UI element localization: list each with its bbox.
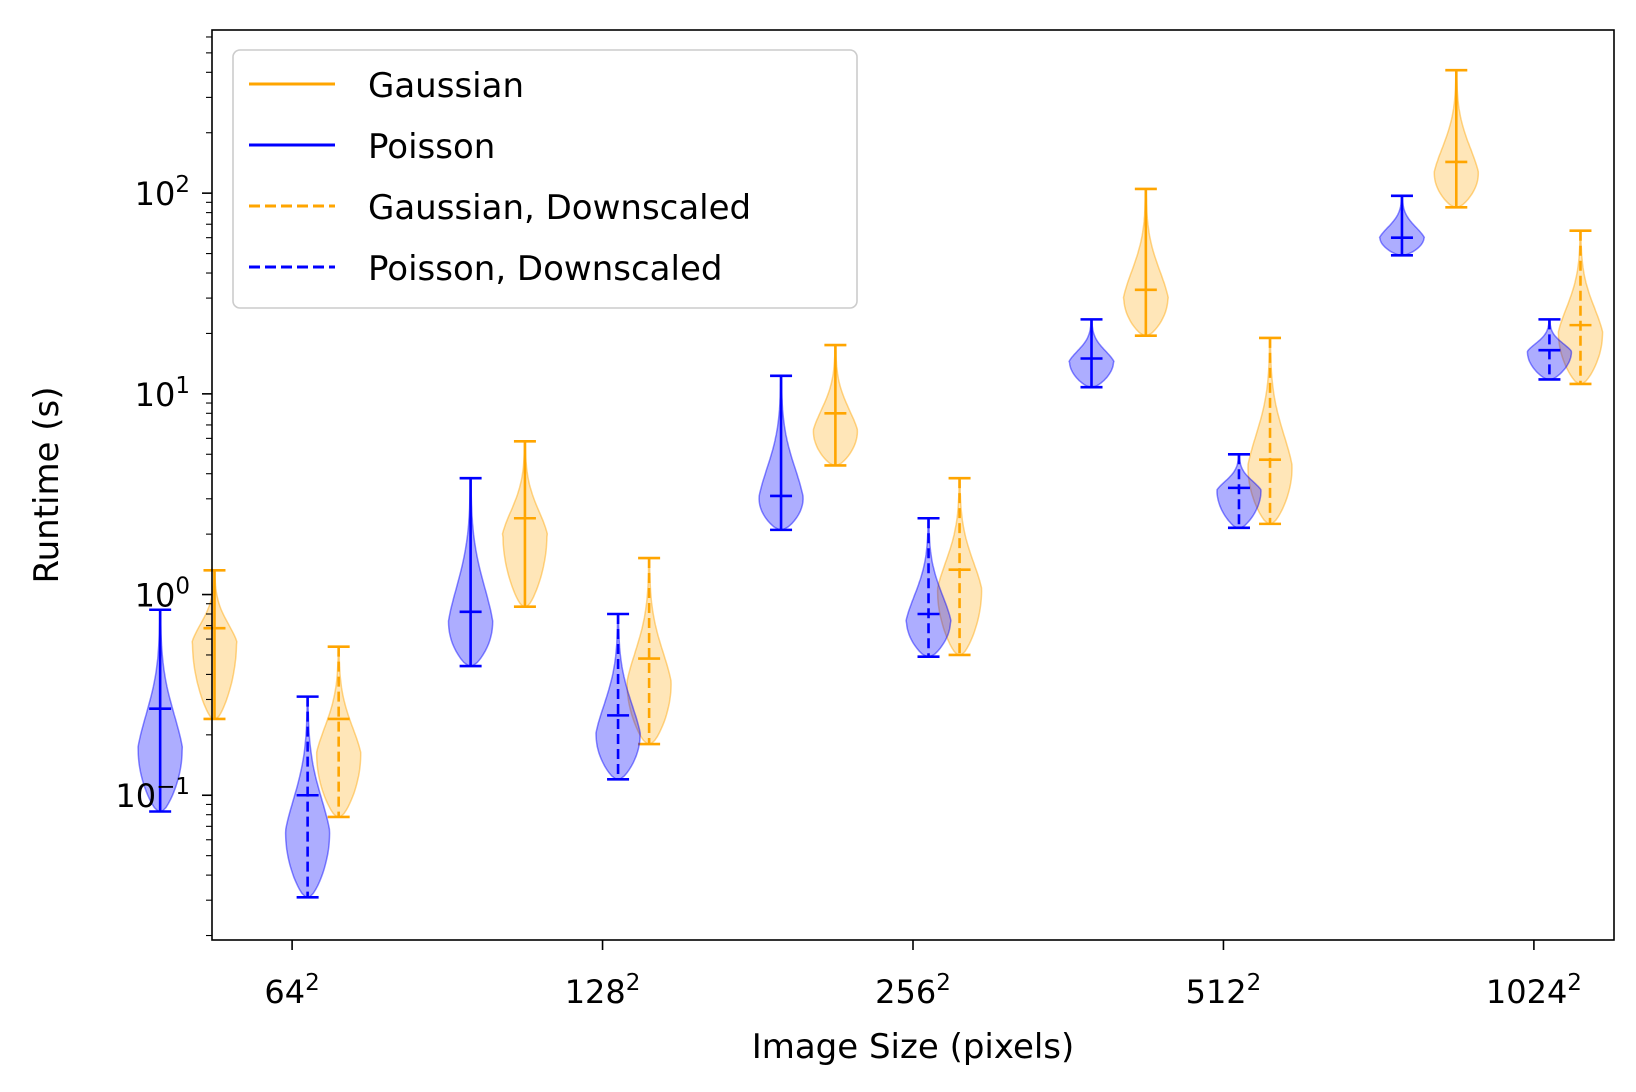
x-tick-label-exponent: 2 [305, 970, 320, 996]
x-tick-label-exponent: 2 [936, 970, 951, 996]
x-tick-label: 10242 [1486, 970, 1582, 1011]
x-tick-label-base: 256 [875, 973, 936, 1011]
x-tick-label: 642 [264, 970, 319, 1011]
violin-poisson [758, 374, 804, 532]
x-tick-label-exponent: 2 [626, 970, 641, 996]
violin-poisson [137, 608, 184, 813]
violin-poisson [1378, 194, 1426, 257]
legend-label-poisson-downscaled: Poisson, Downscaled [368, 249, 722, 289]
violin-poisson [447, 476, 494, 668]
violin-gaussian-downscaled [315, 645, 362, 819]
x-tick-label: 1282 [565, 970, 641, 1011]
violin-gaussian [1122, 187, 1169, 337]
violin-poisson-downscaled [1216, 452, 1262, 530]
violin-gaussian [501, 440, 549, 608]
y-tick-label: 100 [135, 574, 190, 615]
violin-gaussian [191, 569, 238, 721]
violin-gaussian [1433, 68, 1480, 209]
violin-layer [137, 68, 1604, 899]
legend-label-poisson: Poisson [368, 127, 495, 167]
x-tick-label-base: 1024 [1486, 973, 1567, 1011]
violin-poisson-downscaled [284, 695, 331, 899]
violin-poisson-downscaled [905, 516, 952, 659]
x-tick-label-exponent: 2 [1247, 970, 1262, 996]
legend: Gaussian Poisson Gaussian, Downscaled Po… [232, 49, 858, 309]
y-tick-label-base: 10 [135, 376, 176, 414]
y-tick-label-exponent: −1 [156, 774, 190, 800]
violin-gaussian [812, 343, 859, 467]
x-tick-label: 2562 [875, 970, 951, 1011]
x-tick-label-base: 128 [565, 973, 626, 1011]
y-tick-label: 102 [135, 172, 190, 213]
y-tick-label-exponent: 0 [175, 574, 190, 600]
legend-label-gaussian: Gaussian [368, 66, 524, 106]
x-axis: 642 1282 2562 5122 10242 [264, 940, 1582, 1011]
violin-poisson-downscaled [1526, 318, 1573, 381]
violin-poisson-downscaled [595, 612, 641, 781]
x-tick-label-base: 512 [1186, 973, 1247, 1011]
violin-gaussian-downscaled [626, 556, 672, 746]
y-tick-label-base: 10 [135, 175, 176, 213]
violin-gaussian-downscaled [1557, 229, 1604, 386]
x-tick-label: 5122 [1186, 970, 1262, 1011]
x-axis-label: Image Size (pixels) [752, 1027, 1075, 1067]
violin-gaussian-downscaled [936, 476, 983, 657]
y-tick-label-exponent: 1 [175, 373, 190, 399]
y-tick-label-base: 10 [115, 777, 156, 815]
violin-poisson [1068, 318, 1115, 389]
legend-frame [232, 49, 858, 309]
y-tick-label: 10−1 [115, 774, 190, 815]
y-tick-label-base: 10 [135, 577, 176, 615]
y-tick-label: 101 [135, 373, 190, 414]
y-axis-label: Runtime (s) [27, 386, 67, 583]
x-tick-label-exponent: 2 [1567, 970, 1582, 996]
y-tick-label-exponent: 2 [175, 172, 190, 198]
violin-gaussian-downscaled [1247, 336, 1293, 526]
legend-label-gaussian-downscaled: Gaussian, Downscaled [368, 188, 751, 228]
x-tick-label-base: 64 [264, 973, 305, 1011]
